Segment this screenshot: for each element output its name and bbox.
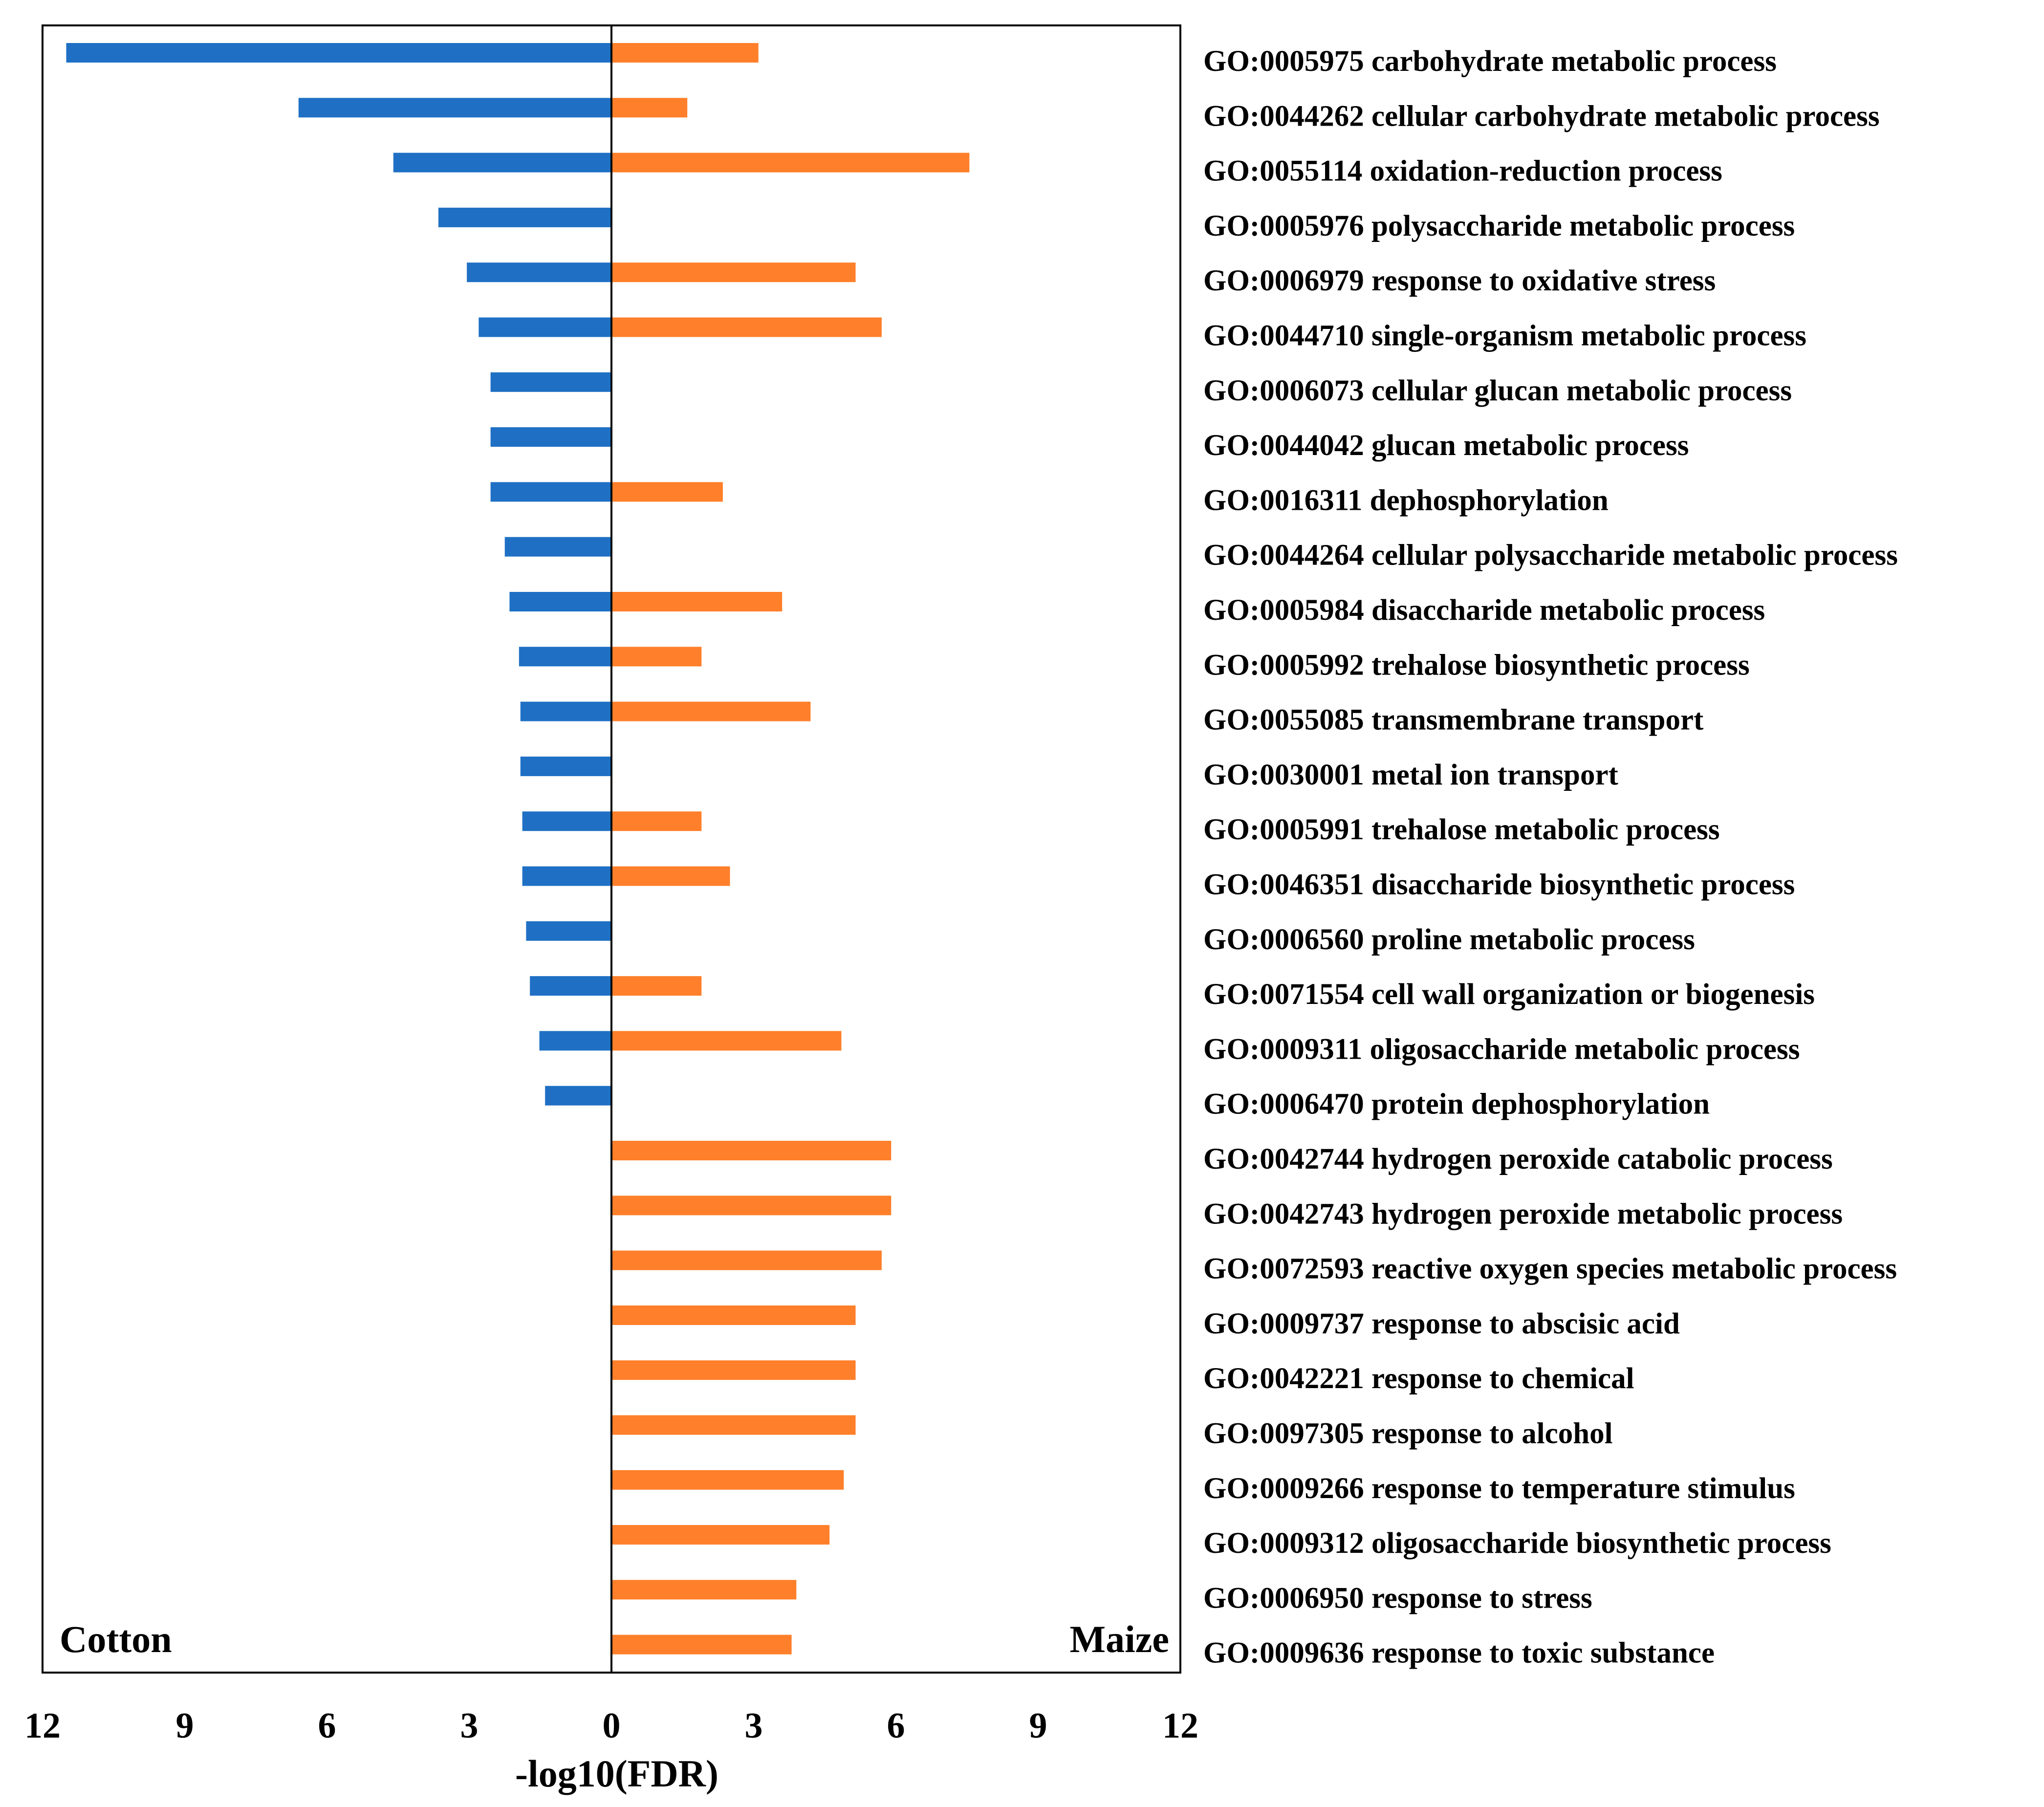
category-label: GO:0009737 response to abscisic acid xyxy=(1203,1307,1680,1340)
category-label: GO:0044264 cellular polysaccharide metab… xyxy=(1203,539,1898,572)
category-label: GO:0072593 reactive oxygen species metab… xyxy=(1203,1253,1897,1285)
bar-maize-19 xyxy=(611,1031,842,1051)
bar-maize-13 xyxy=(611,701,811,721)
x-tick-label: 12 xyxy=(1162,1706,1198,1746)
bar-cotton-20 xyxy=(545,1086,611,1106)
bar-maize-1 xyxy=(611,43,759,63)
category-label: GO:0071554 cell wall organization or bio… xyxy=(1203,978,1815,1011)
bar-maize-24 xyxy=(611,1305,856,1325)
bar-cotton-2 xyxy=(298,98,611,118)
bar-maize-16 xyxy=(611,866,730,886)
category-label: GO:0005991 trehalose metabolic process xyxy=(1203,813,1720,846)
x-tick-label: 6 xyxy=(887,1706,905,1746)
x-axis-label: -log10(FDR) xyxy=(515,1752,718,1795)
category-label: GO:0046351 disaccharide biosynthetic pro… xyxy=(1203,869,1795,901)
bar-maize-18 xyxy=(611,976,702,996)
category-label: GO:0042744 hydrogen peroxide catabolic p… xyxy=(1203,1143,1833,1176)
bar-maize-27 xyxy=(611,1470,844,1490)
bar-maize-11 xyxy=(611,592,783,611)
category-label: GO:0006979 response to oxidative stress xyxy=(1203,264,1716,297)
category-labels: GO:0005975 carbohydrate metabolic proces… xyxy=(1203,45,1898,1670)
category-label: GO:0006470 protein dephosphorylation xyxy=(1203,1088,1710,1121)
bar-cotton-17 xyxy=(526,921,611,941)
category-label: GO:0009636 response to toxic substance xyxy=(1203,1637,1715,1670)
bar-cotton-19 xyxy=(539,1031,611,1051)
bar-maize-2 xyxy=(611,98,688,118)
bar-cotton-16 xyxy=(522,866,611,886)
category-label: GO:0044042 glucan metabolic process xyxy=(1203,429,1689,462)
category-label: GO:0009266 response to temperature stimu… xyxy=(1203,1472,1795,1505)
bar-maize-21 xyxy=(611,1141,892,1160)
category-label: GO:0009311 oligosaccharide metabolic pro… xyxy=(1203,1033,1800,1066)
bar-cotton-5 xyxy=(467,262,611,283)
bar-cotton-13 xyxy=(520,701,611,721)
category-label: GO:0009312 oligosaccharide biosynthetic … xyxy=(1203,1527,1831,1560)
bar-maize-5 xyxy=(611,262,856,283)
bar-cotton-7 xyxy=(490,372,611,392)
bar-maize-28 xyxy=(611,1525,830,1545)
bar-maize-25 xyxy=(611,1360,856,1380)
category-label: GO:0097305 response to alcohol xyxy=(1203,1417,1613,1450)
bar-maize-23 xyxy=(611,1250,882,1270)
maize-panel-label: Maize xyxy=(1069,1618,1169,1660)
category-label: GO:0042221 response to chemical xyxy=(1203,1362,1634,1395)
bar-maize-3 xyxy=(611,152,970,173)
bar-cotton-4 xyxy=(438,207,611,227)
bar-cotton-12 xyxy=(519,647,611,667)
x-tick-labels: 12 9 6 3 0 3 6 9 12 xyxy=(24,1706,1198,1746)
category-label: GO:0030001 metal ion transport xyxy=(1203,759,1619,791)
bar-maize-30 xyxy=(611,1634,792,1655)
bar-cotton-14 xyxy=(520,756,611,776)
category-label: GO:0044710 single-organism metabolic pro… xyxy=(1203,320,1806,352)
bar-maize-22 xyxy=(611,1196,892,1216)
category-label: GO:0006950 response to stress xyxy=(1203,1582,1592,1614)
bar-maize-15 xyxy=(611,811,702,831)
category-label: GO:0006073 cellular glucan metabolic pro… xyxy=(1203,374,1792,407)
x-tick-label: 3 xyxy=(460,1706,478,1746)
bar-cotton-8 xyxy=(490,427,611,447)
x-tick-label: 9 xyxy=(1029,1706,1047,1746)
category-label: GO:0016311 dephosphorylation xyxy=(1203,484,1609,517)
bar-cotton-18 xyxy=(530,976,611,996)
bar-cotton-3 xyxy=(393,152,611,173)
category-label: GO:0055114 oxidation-reduction process xyxy=(1203,155,1722,188)
x-tick-label: 3 xyxy=(745,1706,763,1746)
cotton-panel-label: Cotton xyxy=(60,1618,172,1660)
bar-cotton-11 xyxy=(509,592,611,611)
bar-cotton-9 xyxy=(490,482,611,502)
bar-maize-6 xyxy=(611,317,882,337)
bar-cotton-10 xyxy=(504,537,611,557)
bar-maize-26 xyxy=(611,1415,856,1435)
category-label: GO:0042743 hydrogen peroxide metabolic p… xyxy=(1203,1197,1843,1230)
bar-cotton-15 xyxy=(522,811,611,831)
category-label: GO:0005984 disaccharide metabolic proces… xyxy=(1203,594,1765,627)
x-tick-label: 12 xyxy=(24,1706,61,1746)
x-tick-label: 6 xyxy=(318,1706,336,1746)
category-label: GO:0006560 proline metabolic process xyxy=(1203,923,1695,956)
bar-cotton-1 xyxy=(66,43,611,63)
category-label: GO:0055085 transmembrane transport xyxy=(1203,704,1704,737)
x-tick-label: 9 xyxy=(176,1706,194,1746)
bar-maize-12 xyxy=(611,647,702,667)
category-label: GO:0005992 trehalose biosynthetic proces… xyxy=(1203,649,1750,681)
category-label: GO:0005975 carbohydrate metabolic proces… xyxy=(1203,45,1777,78)
category-label: GO:0044262 cellular carbohydrate metabol… xyxy=(1203,100,1880,132)
x-tick-label: 0 xyxy=(603,1706,621,1746)
bar-cotton-6 xyxy=(478,317,611,337)
bars-layer xyxy=(66,43,970,1655)
bar-maize-9 xyxy=(611,482,723,502)
bar-maize-29 xyxy=(611,1580,797,1600)
category-label: GO:0005976 polysaccharide metabolic proc… xyxy=(1203,210,1795,242)
